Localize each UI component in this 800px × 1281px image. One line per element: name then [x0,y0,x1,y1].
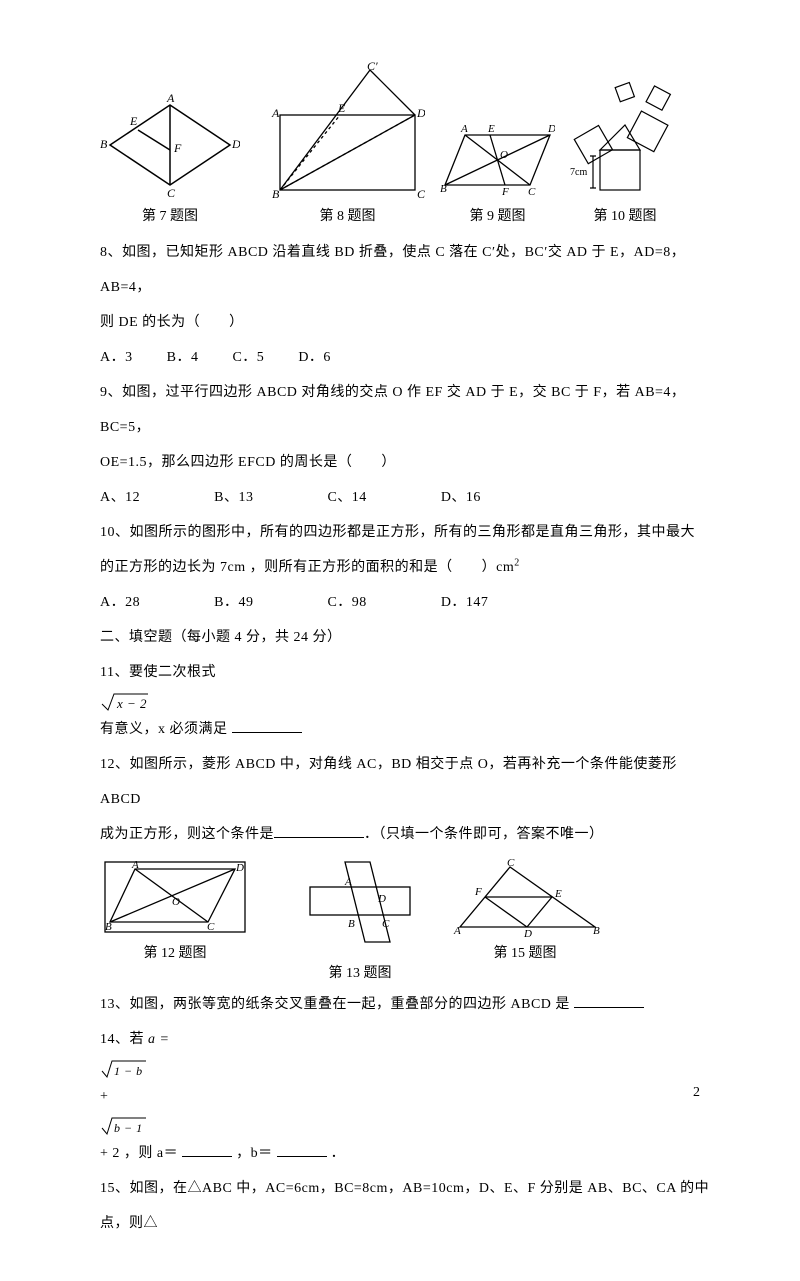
svg-text:D: D [377,893,386,905]
blank-fill [232,718,302,733]
sqrt-icon: 1 − b [100,1057,148,1079]
figure-7-caption: 第 7 题图 [100,205,240,225]
blank-fill [182,1142,232,1157]
svg-text:A: A [166,91,175,105]
blank-fill [274,823,364,838]
svg-text:A: A [453,925,461,937]
q15: 15、如图，在△ABC 中，AC=6cm，BC=8cm，AB=10cm，D、E、… [100,1171,710,1241]
svg-text:C: C [528,186,536,198]
q10-line2: 的正方形的边长为 7cm ，则所有正方形的面积的和是（ ）cm2 [100,550,710,585]
q8-line2: 则 DE 的长为（ ） [100,305,710,340]
q9-opt-a: A、12 [100,490,140,505]
q10-options: A．28 B．49 C．98 D．147 [100,585,710,620]
section2-header: 二、填空题（每小题 4 分，共 24 分） [100,620,710,655]
q9-opt-b: B、13 [214,490,253,505]
svg-text:B: B [100,137,108,151]
figure-15-caption: 第 15 题图 [450,942,600,962]
figure-12-caption: 第 12 题图 [100,942,250,962]
figure-7: A B C D E F 第 7 题图 [100,90,240,225]
svg-text:A: A [344,876,352,888]
q10-opt-c: C．98 [327,595,366,610]
figures-row-top: A B C D E F 第 7 题图 [100,60,710,225]
svg-text:D: D [235,862,244,874]
sqrt-icon: b − 1 [100,1114,148,1136]
q9-line1: 9、如图，过平行四边形 ABCD 对角线的交点 O 作 EF 交 AD 于 E，… [100,375,710,445]
q8-options: A．3 B．4 C．5 D．6 [100,340,710,375]
figures-row-lower: A D B C O 第 12 题图 A D B C [100,857,710,982]
svg-text:7cm: 7cm [570,167,587,178]
figure-12-svg: A D B C O [100,857,250,937]
q12-line1: 12、如图所示，菱形 ABCD 中，对角线 AC，BD 相交于点 O，若再补充一… [100,747,710,817]
q10-line1: 10、如图所示的图形中，所有的四边形都是正方形，所有的三角形都是直角三角形，其中… [100,515,710,550]
svg-text:B: B [593,925,600,937]
svg-text:D: D [523,928,532,937]
svg-text:x − 2: x − 2 [116,696,147,711]
svg-text:C: C [207,921,215,933]
figure-10: 7cm 第 10 题图 [565,80,685,225]
figure-8: A B C D E C′ 第 8 题图 [270,60,425,225]
blank-fill [277,1142,327,1157]
svg-text:C′: C′ [367,60,378,73]
svg-text:F: F [501,186,509,198]
blank-fill [574,993,644,1008]
svg-text:A: A [271,106,280,120]
svg-text:B: B [440,183,447,195]
figure-9: A E D B F C O 第 9 题图 [440,120,555,225]
q11: 11、要使二次根式 x − 2 有意义，x 必须满足 [100,655,710,747]
svg-text:D: D [416,106,425,120]
svg-text:O: O [172,896,180,908]
figure-8-svg: A B C D E C′ [270,60,425,200]
svg-text:A: A [131,859,139,871]
figure-9-caption: 第 9 题图 [440,205,555,225]
svg-text:F: F [474,886,482,898]
q9-opt-c: C、14 [327,490,366,505]
q10-opt-b: B．49 [214,595,253,610]
svg-text:1 − b: 1 − b [114,1064,143,1078]
svg-text:C: C [382,918,390,930]
svg-text:F: F [173,141,182,155]
svg-text:B: B [348,918,355,930]
page-number: 2 [693,1085,700,1101]
sqrt-icon: x − 2 [100,690,150,712]
q8-opt-a: A．3 [100,350,133,365]
svg-text:E: E [337,101,346,115]
svg-text:C: C [417,187,425,200]
svg-text:b − 1: b − 1 [114,1121,143,1135]
q9-opt-d: D、16 [441,490,481,505]
q8-opt-b: B．4 [167,350,199,365]
svg-text:B: B [105,921,112,933]
svg-text:E: E [554,888,562,900]
q10-opt-a: A．28 [100,595,140,610]
q8-opt-d: D．6 [298,350,331,365]
svg-text:E: E [129,114,138,128]
figure-15-svg: C F E A D B [450,857,600,937]
figure-15: C F E A D B 第 15 题图 [450,857,600,962]
svg-text:D: D [231,137,240,151]
figure-13-caption: 第 13 题图 [300,962,420,982]
q9-line2: OE=1.5，那么四边形 EFCD 的周长是（ ） [100,445,710,480]
svg-text:E: E [487,123,495,135]
figure-10-svg: 7cm [565,80,685,200]
figure-9-svg: A E D B F C O [440,120,555,200]
svg-text:B: B [272,187,280,200]
figure-10-caption: 第 10 题图 [565,205,685,225]
svg-text:C: C [167,186,176,200]
figure-7-svg: A B C D E F [100,90,240,200]
q8-opt-c: C．5 [232,350,264,365]
q10-opt-d: D．147 [441,595,489,610]
svg-text:O: O [500,149,508,161]
svg-text:C: C [507,857,515,869]
q8-line1: 8、如图，已知矩形 ABCD 沿着直线 BD 折叠，使点 C 落在 C′处，BC… [100,235,710,305]
svg-text:D: D [547,123,555,135]
q14: 14、若 a = 1 − b + b − 1 + 2 ，则 a＝ ，b＝ ． [100,1022,710,1171]
svg-text:A: A [460,123,468,135]
q12-line2: 成为正方形，则这个条件是．（只填一个条件即可，答案不唯一） [100,817,710,852]
q9-options: A、12 B、13 C、14 D、16 [100,480,710,515]
figure-13: A D B C 第 13 题图 [300,857,420,982]
q13: 13、如图，两张等宽的纸条交叉重叠在一起，重叠部分的四边形 ABCD 是 [100,987,710,1022]
figure-12: A D B C O 第 12 题图 [100,857,250,962]
figure-13-svg: A D B C [300,857,420,947]
figure-8-caption: 第 8 题图 [270,205,425,225]
